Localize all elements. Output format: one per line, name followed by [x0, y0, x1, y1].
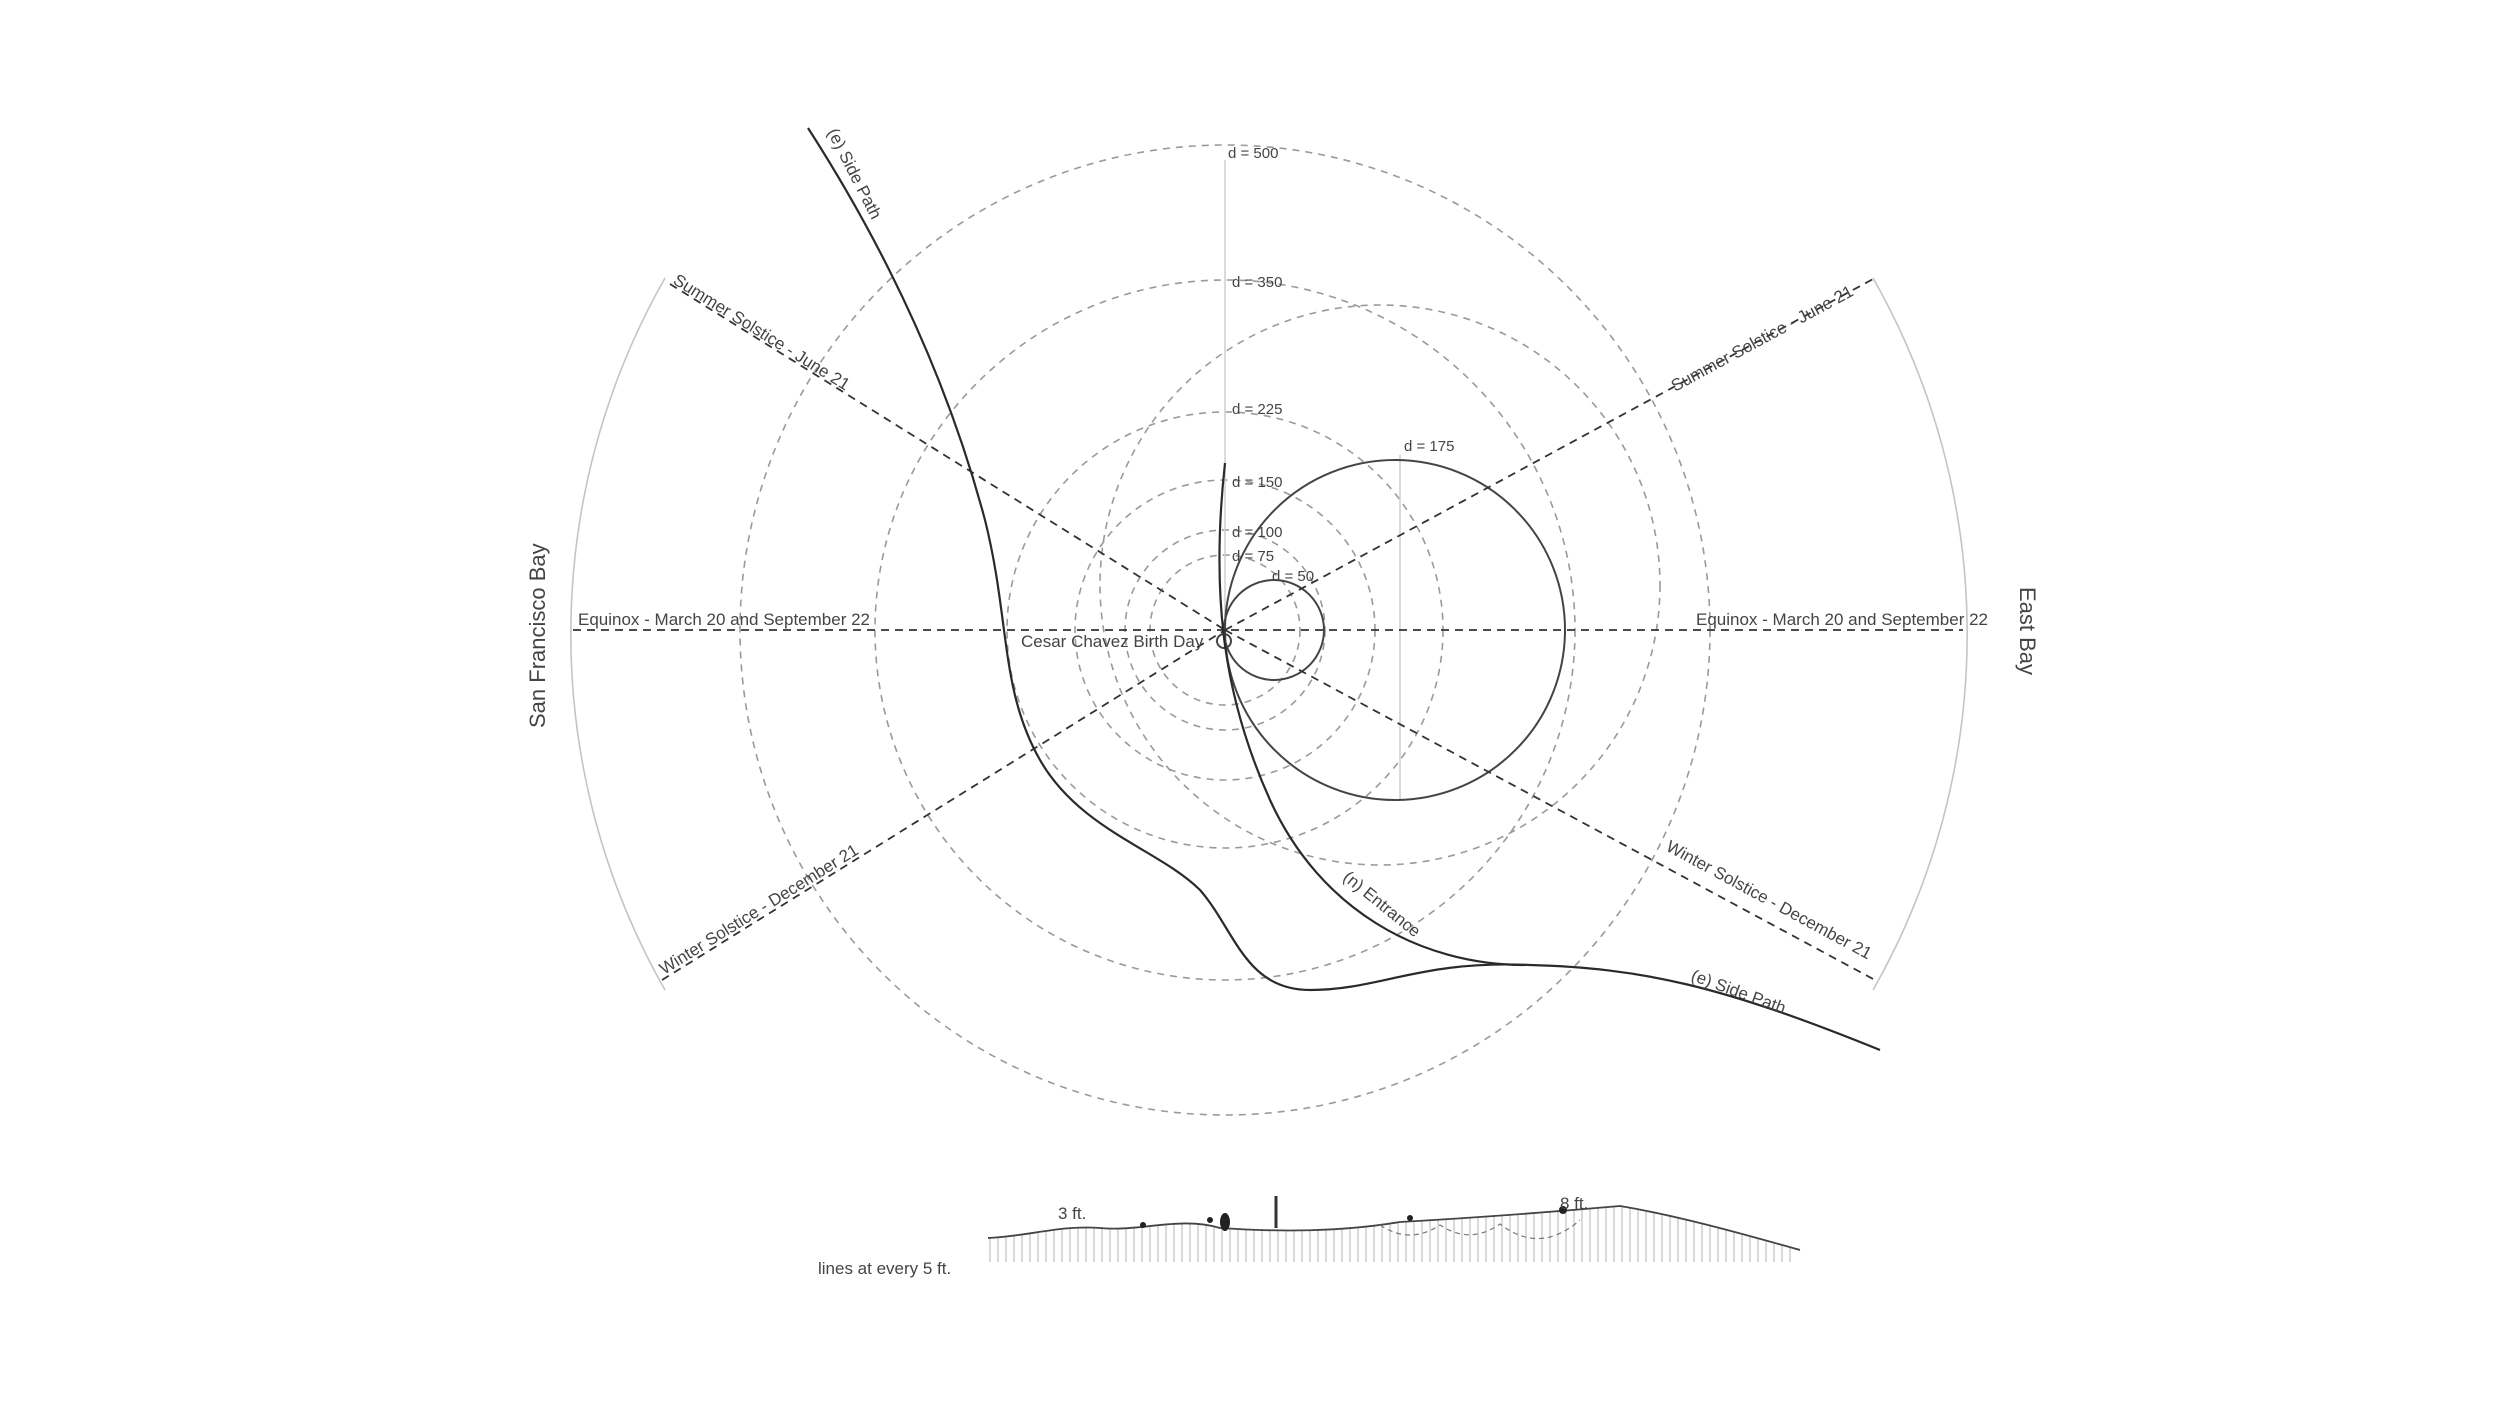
east-side-label: East Bay — [2015, 587, 2040, 675]
section-figure-small — [1407, 1215, 1413, 1221]
west-boundary-arc — [570, 277, 666, 991]
ring-label-d50: d = 50 — [1272, 568, 1314, 585]
summer-solstice-east-label: Summer Solstice - June 21 — [1668, 282, 1857, 396]
ring-label-d150: d = 150 — [1232, 474, 1282, 491]
ring-label-d225: d = 225 — [1232, 401, 1282, 418]
west-side-label: San Francisco Bay — [525, 543, 550, 728]
section-figure-small — [1559, 1206, 1567, 1214]
section-hatch-lines — [989, 1206, 1791, 1262]
winter-solstice-west-line — [661, 629, 1226, 981]
section-figure-small — [1207, 1217, 1213, 1223]
section-height-left: 3 ft. — [1058, 1204, 1086, 1223]
winter-solstice-east-line — [1224, 629, 1876, 981]
winter-solstice-east-label: Winter Solstice - December 21 — [1663, 837, 1875, 963]
entrance-label: (n) Entrance — [1339, 867, 1424, 941]
ring-label-d500: d = 500 — [1228, 145, 1278, 162]
ground-profile-line — [987, 1205, 1801, 1251]
side-path-north — [807, 127, 1881, 1052]
section-figure-small — [1140, 1222, 1146, 1228]
equinox-east-label: Equinox - March 20 and September 22 — [1696, 610, 1988, 629]
entrance-path — [1218, 462, 1526, 967]
section-figure — [1220, 1213, 1230, 1231]
section-elevation: 3 ft. 8 ft. lines at every 5 ft. — [818, 1194, 1801, 1278]
summer-solstice-east-line — [1224, 277, 1876, 631]
section-height-right: 8 ft. — [1560, 1194, 1588, 1213]
side-path-north-label: (e) Side Path — [823, 125, 885, 222]
section-note: lines at every 5 ft. — [818, 1259, 951, 1278]
winter-solstice-west-label: Winter Solstice - December 21 — [656, 840, 862, 978]
side-path-east-label: (e) Side Path — [1689, 966, 1789, 1018]
center-label: Cesar Chavez Birth Day — [1021, 632, 1204, 651]
summer-solstice-west-line — [669, 283, 1226, 631]
ring-label-d100: d = 100 — [1232, 524, 1282, 541]
ring-offset-large — [1099, 304, 1661, 866]
ring-label-d75: d = 75 — [1232, 548, 1274, 565]
ring-label-d175: d = 175 — [1404, 438, 1454, 455]
ring-label-d350: d = 350 — [1232, 274, 1282, 291]
equinox-west-label: Equinox - March 20 and September 22 — [578, 610, 870, 629]
summer-solstice-west-label: Summer Solstice - June 21 — [670, 270, 853, 394]
east-boundary-arc — [1872, 277, 1968, 991]
buried-form-profile — [1379, 1219, 1581, 1240]
